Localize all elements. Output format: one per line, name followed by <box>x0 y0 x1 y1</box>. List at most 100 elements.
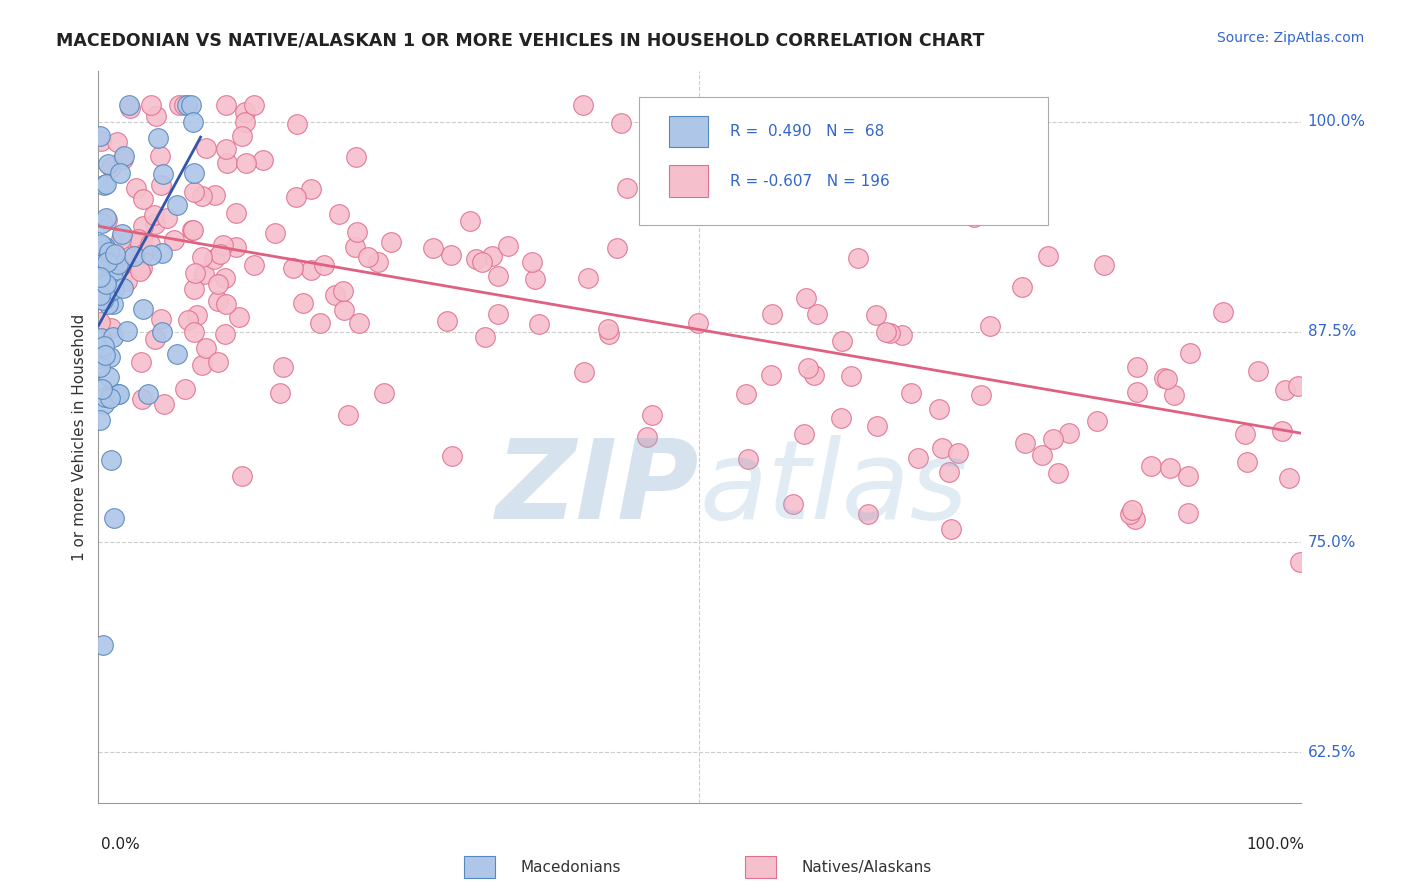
Point <box>152 246 174 260</box>
Point <box>1087 414 1109 428</box>
Point <box>174 382 197 396</box>
Point <box>118 98 141 112</box>
Point <box>89 260 111 275</box>
Point <box>292 296 315 310</box>
Point <box>139 236 162 251</box>
Point <box>1236 455 1258 469</box>
Point <box>129 354 152 368</box>
Point <box>806 307 828 321</box>
Point <box>208 247 231 261</box>
Point <box>152 167 174 181</box>
Point <box>890 328 912 343</box>
Point <box>98 350 121 364</box>
Point <box>720 182 742 196</box>
Point <box>93 339 115 353</box>
Point <box>264 226 287 240</box>
Point <box>143 208 166 222</box>
Point <box>1156 372 1178 386</box>
Point <box>96 177 118 191</box>
Text: Natives/Alaskans: Natives/Alaskans <box>801 860 932 874</box>
Point <box>1286 379 1309 393</box>
Point <box>616 180 638 194</box>
Point <box>284 190 307 204</box>
Point <box>794 291 817 305</box>
Point <box>204 188 226 202</box>
Point <box>1092 258 1115 272</box>
Point <box>761 368 783 382</box>
Point <box>440 449 463 463</box>
Point <box>1139 458 1161 473</box>
Point <box>104 247 127 261</box>
Point <box>233 105 256 120</box>
Point <box>734 386 756 401</box>
Point <box>183 186 205 200</box>
Point <box>343 240 366 254</box>
Point <box>120 101 142 115</box>
Point <box>299 263 322 277</box>
Point <box>131 392 153 407</box>
Point <box>231 128 253 143</box>
Point <box>939 522 962 536</box>
Point <box>150 178 173 192</box>
Point <box>215 98 238 112</box>
Point <box>225 206 247 220</box>
Point <box>176 313 198 327</box>
Point <box>830 410 852 425</box>
Point <box>91 251 114 265</box>
Point <box>269 386 291 401</box>
Point <box>156 211 179 225</box>
Point <box>486 307 509 321</box>
Point <box>875 325 897 339</box>
Point <box>97 285 120 299</box>
Point <box>332 303 354 318</box>
Text: 100.0%: 100.0% <box>1247 837 1305 852</box>
Point <box>606 241 628 255</box>
Point <box>143 217 166 231</box>
Point <box>841 369 863 384</box>
Point <box>486 268 509 283</box>
Point <box>96 213 118 227</box>
Point <box>740 150 762 164</box>
Point <box>125 181 148 195</box>
Point <box>103 282 125 296</box>
Point <box>1038 249 1060 263</box>
Point <box>879 326 901 340</box>
Point <box>110 227 132 242</box>
Point <box>636 429 658 443</box>
Point <box>115 324 138 338</box>
Point <box>357 250 380 264</box>
Point <box>1159 461 1181 475</box>
Point <box>124 249 146 263</box>
Point <box>107 257 129 271</box>
Point <box>91 289 114 303</box>
Point <box>1247 364 1270 378</box>
Point <box>1180 345 1202 359</box>
Point <box>866 419 889 434</box>
Point <box>89 360 111 375</box>
Point <box>146 131 169 145</box>
Point <box>131 302 153 317</box>
Point <box>856 508 879 522</box>
Point <box>900 385 922 400</box>
Point <box>481 249 503 263</box>
Point <box>1289 555 1312 569</box>
Point <box>793 167 815 181</box>
Point <box>749 201 772 215</box>
Bar <box>669 116 707 147</box>
FancyBboxPatch shape <box>640 97 1047 225</box>
Point <box>91 239 114 253</box>
Point <box>1118 508 1140 522</box>
Point <box>522 255 544 269</box>
Point <box>149 148 172 162</box>
Point <box>797 360 820 375</box>
Point <box>97 157 120 171</box>
Point <box>1163 388 1185 402</box>
Point <box>1125 360 1147 375</box>
Point <box>145 109 167 123</box>
Point <box>94 240 117 254</box>
Point <box>96 211 118 226</box>
Point <box>129 264 152 278</box>
Point <box>235 156 257 170</box>
Point <box>103 297 125 311</box>
Point <box>98 391 121 405</box>
